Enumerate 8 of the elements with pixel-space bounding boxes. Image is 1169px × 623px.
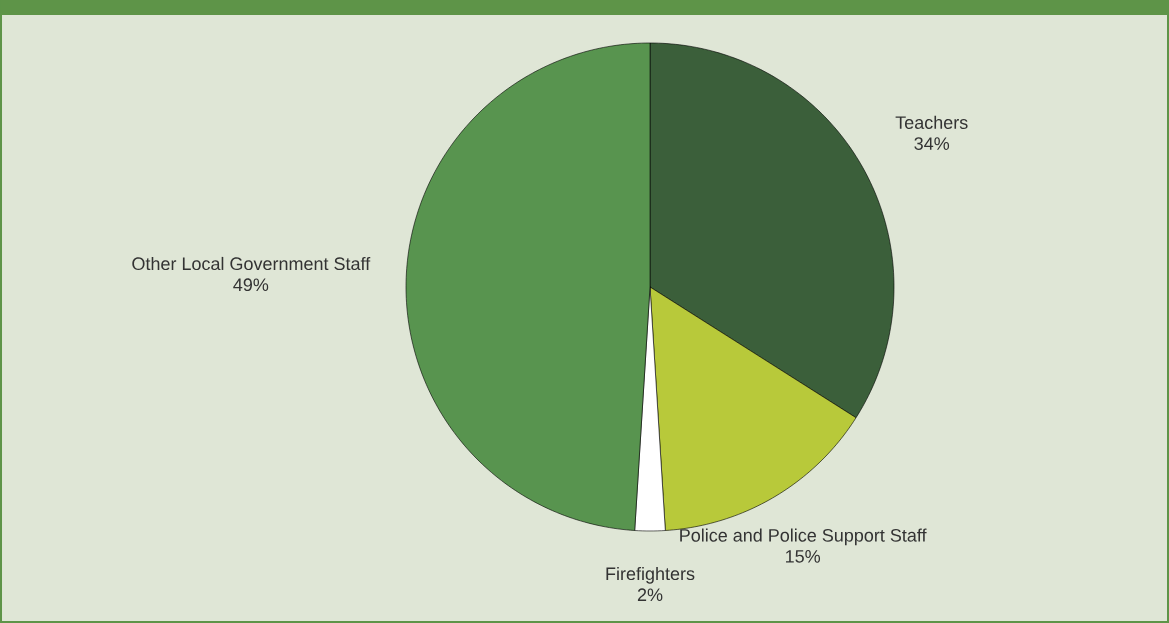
data-label: 49% xyxy=(233,278,269,292)
slice-label: Teachers xyxy=(895,115,968,129)
data-label: 2% xyxy=(637,588,663,602)
data-label: 15% xyxy=(786,550,821,563)
slice-label: Other Local Government Staff xyxy=(132,256,371,271)
slice-label: Police and Police Support Staff xyxy=(680,528,927,546)
data-label: 34% xyxy=(914,137,950,150)
slice-label: Firefighters xyxy=(606,566,695,584)
